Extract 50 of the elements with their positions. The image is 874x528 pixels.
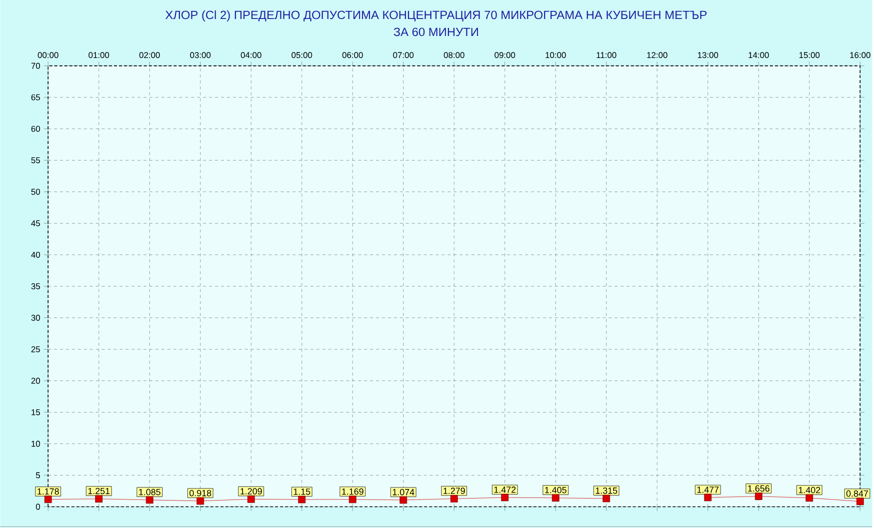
y-tick-label: 20 bbox=[31, 378, 40, 384]
data-label: 1.209 bbox=[240, 488, 262, 495]
data-label: 1.315 bbox=[596, 488, 618, 494]
y-tick-label: 5 bbox=[36, 472, 40, 478]
x-tick-label: 05:00 bbox=[292, 52, 312, 58]
data-label: 1.251 bbox=[88, 488, 110, 494]
y-tick-label: 55 bbox=[31, 158, 40, 164]
x-tick-label: 12:00 bbox=[647, 52, 668, 58]
y-tick-label: 50 bbox=[31, 188, 40, 195]
data-label: 1.085 bbox=[139, 489, 160, 496]
data-label: 1.279 bbox=[444, 488, 465, 494]
x-tick-label: 04:00 bbox=[240, 52, 262, 58]
x-tick-label: 15:00 bbox=[799, 52, 820, 58]
data-label: 1.169 bbox=[342, 488, 364, 495]
x-tick-label: 01:00 bbox=[88, 52, 110, 58]
y-tick-label: 40 bbox=[31, 252, 40, 258]
x-tick-label: 16:00 bbox=[850, 52, 870, 58]
y-tick-label: 60 bbox=[31, 126, 40, 132]
x-tick-label: 03:00 bbox=[190, 52, 211, 58]
x-tick-label: 00:00 bbox=[38, 52, 58, 58]
x-tick-label: 14:00 bbox=[748, 52, 769, 58]
y-tick-label: 65 bbox=[31, 94, 40, 100]
data-label: 1.074 bbox=[392, 489, 414, 496]
y-tick-label: 45 bbox=[31, 220, 40, 226]
y-tick-label: 25 bbox=[31, 346, 40, 352]
chart-title: ХЛОР (Cl 2) ПРЕДЕЛНО ДОПУСТИМА КОНЦЕНТРАЦИЯ 70 МИКРОГРАМА НА КУБИЧЕН МЕТЪР bbox=[165, 10, 707, 22]
x-tick-label: 08:00 bbox=[444, 52, 464, 58]
x-tick-label: 10:00 bbox=[546, 52, 566, 58]
data-label: 1.15 bbox=[294, 488, 310, 495]
x-tick-label: 06:00 bbox=[342, 52, 363, 58]
data-label: 1.656 bbox=[748, 485, 770, 492]
y-tick-label: 30 bbox=[31, 314, 40, 321]
x-tick-label: 13:00 bbox=[698, 52, 718, 58]
data-label: 1.405 bbox=[545, 487, 566, 494]
y-tick-label: 35 bbox=[31, 283, 40, 290]
x-tick-label: 07:00 bbox=[393, 52, 414, 58]
x-tick-label: 11:00 bbox=[596, 52, 616, 58]
x-tick-label: 09:00 bbox=[494, 52, 516, 58]
data-label: 1.477 bbox=[697, 486, 719, 493]
data-label: 1.402 bbox=[798, 487, 820, 494]
chart-subtitle: ЗА 60 МИНУТИ bbox=[394, 28, 478, 36]
y-tick-label: 70 bbox=[31, 62, 40, 69]
data-label: 1.178 bbox=[38, 488, 59, 495]
x-tick-label: 02:00 bbox=[139, 52, 160, 58]
data-label: 1.472 bbox=[494, 486, 516, 493]
data-label: 0.918 bbox=[190, 490, 212, 496]
data-label: 0.847 bbox=[846, 490, 868, 497]
y-tick-label: 0 bbox=[36, 504, 40, 510]
y-tick-label: 15 bbox=[32, 409, 40, 416]
y-tick-label: 10 bbox=[32, 440, 40, 447]
